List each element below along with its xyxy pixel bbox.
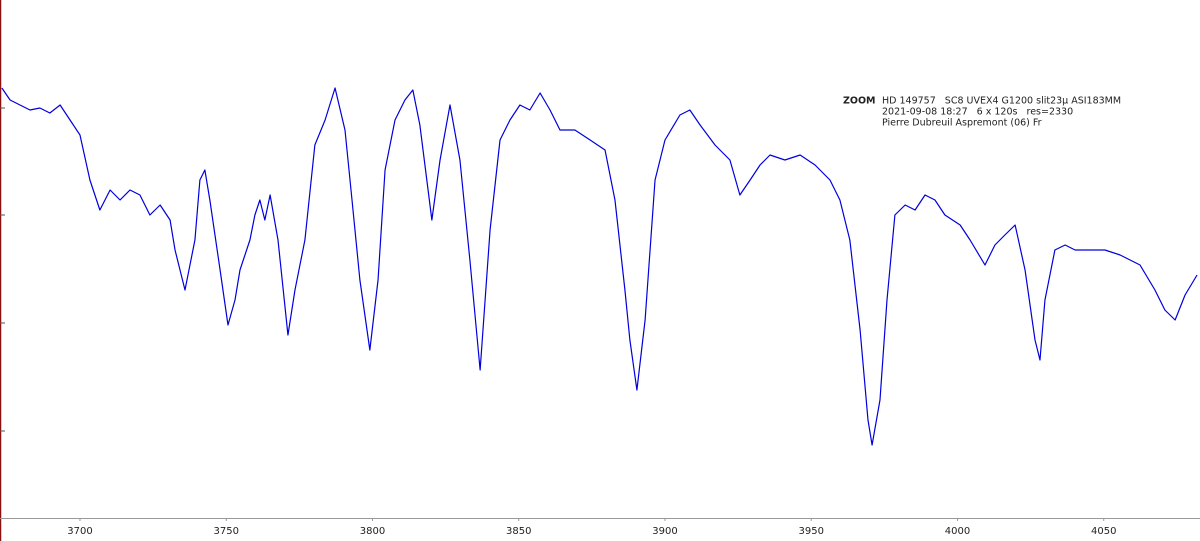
chart-title: ZOOM	[843, 96, 876, 107]
x-tick-label: 4050	[1091, 526, 1116, 537]
x-tick-label: 3900	[652, 526, 677, 537]
x-tick-label: 3950	[799, 526, 824, 537]
annotation: Pierre Dubreuil Aspremont (06) Fr	[882, 118, 1042, 129]
x-tick-label: 4000	[945, 526, 970, 537]
annotation: 2021-09-08 18:27 6 x 120s res=2330	[882, 107, 1073, 118]
x-tick-label: 3800	[360, 526, 385, 537]
annotation: HD 149757 SC8 UVEX4 G1200 slit23µ ASI183…	[882, 96, 1121, 107]
spectrum-line	[1, 87, 1198, 446]
x-tick-label: 3750	[214, 526, 239, 537]
x-tick-label: 3850	[506, 526, 531, 537]
x-tick-label: 3700	[67, 526, 92, 537]
